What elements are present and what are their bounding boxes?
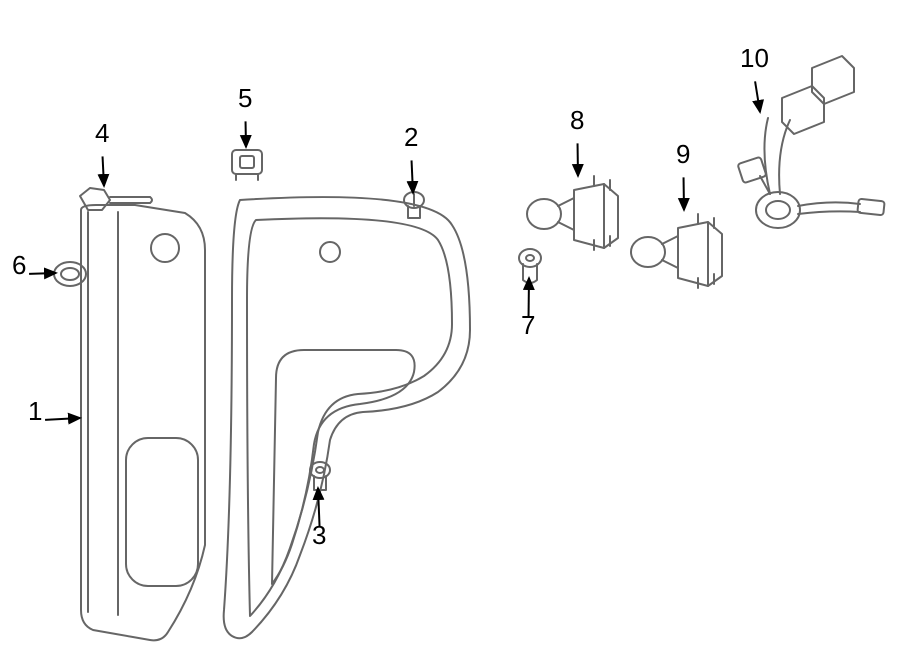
callout-label-1: 1 (28, 396, 42, 427)
callout-label-3: 3 (312, 520, 326, 551)
callout-arrows (0, 0, 900, 661)
callout-label-5: 5 (238, 83, 252, 114)
callout-arrow-1 (45, 418, 80, 420)
callout-arrow-6 (29, 273, 56, 274)
callout-label-2: 2 (404, 122, 418, 153)
callout-arrow-10 (755, 81, 760, 112)
callout-arrow-2 (412, 160, 413, 193)
callout-arrow-4 (103, 156, 104, 186)
callout-label-8: 8 (570, 105, 584, 136)
callout-label-10: 10 (740, 43, 769, 74)
callout-label-9: 9 (676, 139, 690, 170)
callout-label-7: 7 (521, 310, 535, 341)
diagram-stage: 1 2 3 4 5 6 7 8 9 10 (0, 0, 900, 661)
callout-label-4: 4 (95, 118, 109, 149)
callout-label-6: 6 (12, 250, 26, 281)
